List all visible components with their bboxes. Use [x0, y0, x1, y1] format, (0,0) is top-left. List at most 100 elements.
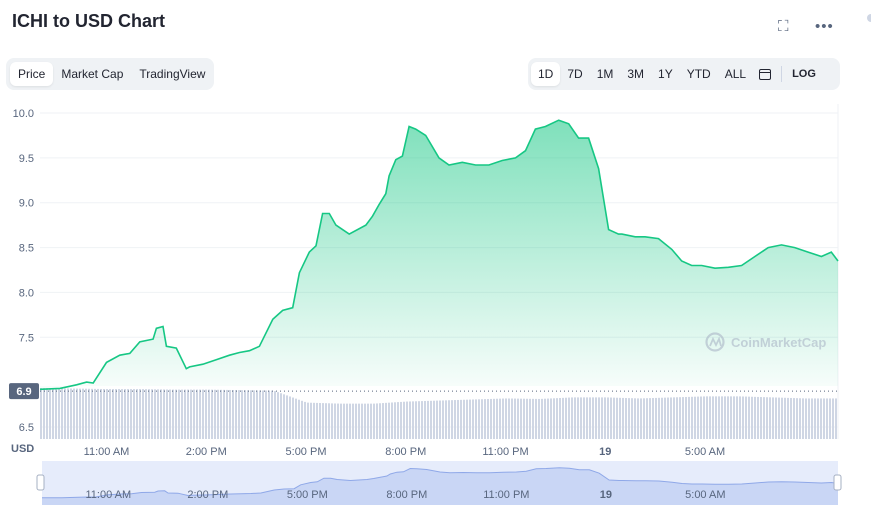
x-tick-label: 11:00 PM [482, 446, 528, 458]
volume-bar [349, 403, 351, 439]
volume-bar [337, 403, 339, 439]
volume-bar [43, 388, 45, 439]
range-7d-button[interactable]: 7D [567, 67, 583, 81]
volume-bar [640, 398, 642, 439]
volume-bar [304, 401, 306, 439]
volume-bar [70, 388, 72, 439]
volume-bar [688, 396, 690, 439]
volume-bar [466, 399, 468, 439]
volume-bar [343, 403, 345, 439]
volume-bar [52, 388, 54, 439]
navigator-right-handle[interactable] [833, 474, 842, 491]
volume-bar [445, 400, 447, 439]
y-tick-label: 8.0 [19, 287, 34, 299]
volume-bar [808, 398, 810, 439]
volume-bar [313, 402, 315, 439]
volume-bar [307, 402, 309, 439]
volume-bar [571, 397, 573, 439]
volume-bar [709, 396, 711, 439]
volume-bar [829, 398, 831, 439]
volume-bar [832, 398, 834, 439]
range-all-button[interactable]: ALL [724, 67, 747, 81]
volume-bar [229, 389, 231, 439]
volume-bar [622, 397, 624, 439]
tab-tradingview[interactable]: TradingView [139, 67, 206, 81]
volume-bar [439, 400, 441, 439]
volume-bar [583, 397, 585, 439]
volume-bar [403, 401, 405, 439]
volume-bar [553, 398, 555, 439]
volume-bar [352, 403, 354, 439]
volume-bar [142, 389, 144, 439]
volume-bar [643, 398, 645, 439]
volume-bar [319, 403, 321, 439]
volume-bar [691, 396, 693, 439]
volume-bar [793, 398, 795, 439]
volume-bar [202, 389, 204, 439]
calendar-button[interactable] [753, 62, 777, 86]
volume-bar [226, 389, 228, 439]
volume-bar [289, 396, 291, 439]
currency-label: USD [11, 443, 34, 455]
volume-bar [388, 402, 390, 439]
volume-bar [514, 398, 516, 439]
volume-bar [376, 403, 378, 439]
volume-bar [97, 388, 99, 439]
volume-bar [706, 396, 708, 439]
volume-bar [238, 390, 240, 439]
navigator-left-handle[interactable] [36, 474, 45, 491]
log-scale-toggle[interactable]: LOG [792, 68, 816, 80]
volume-bar [397, 402, 399, 439]
volume-bar [136, 389, 138, 439]
volume-bar [316, 402, 318, 439]
volume-bar [103, 389, 105, 439]
volume-bar [379, 403, 381, 439]
volume-bar [154, 389, 156, 439]
volume-bar [100, 388, 102, 439]
range-1d-button[interactable]: 1D [531, 62, 561, 86]
volume-bar [448, 400, 450, 439]
y-axis: 10.0 9.5 9.0 8.5 8.0 7.5 6.5 [13, 108, 34, 434]
volume-bar [823, 398, 825, 439]
range-1m-button[interactable]: 1M [596, 67, 614, 81]
volume-bar [58, 388, 60, 439]
x-tick-label: 5:00 AM [685, 446, 725, 458]
volume-bar [655, 397, 657, 439]
volume-bar [613, 397, 615, 439]
tab-market-cap[interactable]: Market Cap [61, 67, 124, 81]
volume-bar [790, 397, 792, 439]
x-tick-label: 19 [599, 446, 611, 458]
y-tick-label: 8.5 [19, 243, 34, 255]
volume-bar [250, 390, 252, 439]
volume-bar [787, 397, 789, 439]
watermark-text: CoinMarketCap [731, 335, 826, 350]
range-3m-button[interactable]: 3M [627, 67, 645, 81]
volume-bar [700, 396, 702, 439]
expand-icon[interactable]: ⛶ [778, 18, 789, 35]
volume-bar [595, 397, 597, 439]
volume-bar [190, 389, 192, 439]
volume-bar [670, 397, 672, 439]
volume-bar [328, 403, 330, 439]
x-tick-label: 8:00 PM [385, 446, 426, 458]
range-1y-button[interactable]: 1Y [658, 67, 673, 81]
volume-bar [694, 396, 696, 439]
volume-bar [406, 401, 408, 439]
volume-bar [274, 391, 276, 439]
range-navigator[interactable]: 11:00 AM 2:00 PM 5:00 PM 8:00 PM 11:00 PM 19 5… [36, 461, 842, 505]
more-horizontal-icon[interactable]: ••• [815, 18, 834, 35]
current-price-marker [9, 383, 39, 400]
navigator-line [41, 467, 839, 499]
tab-price[interactable]: Price [10, 62, 54, 86]
volume-bar [634, 398, 636, 439]
volume-bar [769, 397, 771, 439]
volume-bar [418, 401, 420, 439]
volume-bar [820, 398, 822, 439]
volume-bar [436, 400, 438, 439]
volume-bar [616, 397, 618, 439]
volume-bar [574, 397, 576, 439]
range-ytd-button[interactable]: YTD [686, 67, 711, 81]
volume-bar [592, 397, 594, 439]
x-tick-label: 5:00 PM [286, 446, 327, 458]
